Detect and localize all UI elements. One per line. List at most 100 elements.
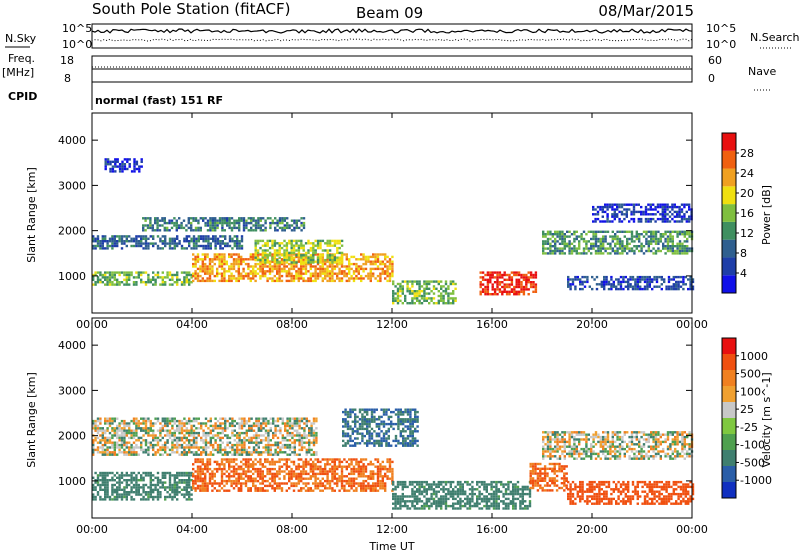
data-cell (362, 475, 365, 478)
data-cell (269, 217, 272, 220)
data-cell (168, 493, 172, 496)
data-cell (597, 230, 600, 233)
data-cell (300, 221, 303, 225)
data-cell (188, 443, 191, 447)
data-cell (300, 229, 303, 232)
data-cell (228, 265, 231, 268)
data-cell (292, 475, 296, 478)
data-cell (338, 256, 341, 259)
data-cell (633, 240, 636, 243)
data-cell (154, 443, 157, 447)
data-cell (264, 244, 267, 247)
data-cell (192, 484, 195, 488)
data-cell (288, 475, 291, 478)
data-cell (345, 279, 348, 283)
data-cell (583, 280, 587, 284)
data-cell (238, 427, 241, 430)
data-cell (352, 467, 356, 471)
data-cell (123, 448, 126, 452)
data-cell (336, 484, 339, 488)
data-cell (292, 267, 296, 271)
data-cell (185, 247, 188, 250)
data-cell (240, 424, 244, 428)
data-cell (659, 240, 662, 243)
data-cell (305, 422, 308, 425)
data-cell (101, 439, 104, 442)
data-cell (479, 281, 482, 284)
data-cell (582, 240, 586, 243)
data-cell (546, 233, 550, 236)
data-cell (118, 170, 122, 173)
data-cell (164, 476, 167, 479)
data-cell (221, 221, 224, 225)
data-cell (156, 443, 160, 447)
colorbar-swatch (722, 239, 736, 258)
data-cell (392, 299, 395, 302)
data-cell (166, 453, 169, 456)
data-cell (362, 465, 365, 468)
data-cell (357, 265, 360, 268)
data-cell (142, 217, 145, 220)
data-cell (94, 271, 97, 274)
data-cell (316, 253, 320, 256)
data-cell (558, 230, 562, 233)
data-cell (123, 434, 126, 437)
data-cell (235, 260, 238, 263)
data-cell (274, 424, 277, 428)
data-cell (618, 240, 622, 243)
data-cell (188, 448, 191, 452)
data-cell (336, 256, 339, 259)
data-cell (104, 165, 107, 168)
data-cell (267, 429, 270, 432)
data-cell (343, 458, 346, 461)
data-cell (532, 283, 535, 286)
data-cell (394, 507, 397, 510)
data-cell (452, 280, 455, 283)
data-cell (295, 484, 298, 488)
data-cell (324, 249, 327, 252)
data-cell (503, 285, 506, 289)
data-cell (324, 484, 327, 488)
data-cell (233, 226, 236, 230)
data-cell (228, 417, 232, 420)
data-cell (629, 275, 632, 279)
data-cell (319, 258, 322, 262)
data-cell (216, 272, 219, 275)
data-cell (118, 481, 121, 484)
data-cell (187, 217, 190, 220)
data-cell (161, 436, 164, 440)
data-cell (284, 424, 287, 428)
data-cell (106, 446, 109, 449)
data-cell (650, 242, 653, 245)
data-cell (152, 474, 155, 477)
data-cell (379, 267, 382, 271)
data-cell (680, 208, 684, 211)
data-cell (618, 252, 622, 255)
data-cell (266, 484, 269, 488)
data-cell (247, 229, 250, 232)
data-cell (376, 260, 380, 263)
data-cell (333, 279, 336, 283)
data-cell (216, 467, 219, 471)
data-cell (243, 451, 246, 454)
data-cell (659, 237, 662, 241)
data-cell (321, 265, 324, 268)
data-cell (118, 422, 121, 425)
data-cell (561, 249, 564, 253)
data-cell (278, 272, 281, 275)
data-cell (120, 436, 124, 440)
data-cell (228, 217, 231, 220)
data-cell (94, 237, 97, 240)
data-cell (544, 240, 547, 243)
data-cell (261, 475, 264, 478)
data-cell (406, 504, 409, 508)
data-cell (279, 427, 282, 430)
data-cell (123, 453, 126, 456)
data-cell (336, 249, 339, 252)
data-cell (252, 446, 256, 449)
colorbar-swatch (722, 275, 736, 293)
data-cell (333, 272, 336, 275)
colorbar-tick-label: 8 (740, 247, 747, 260)
data-cell (611, 213, 614, 216)
data-cell (411, 290, 414, 293)
